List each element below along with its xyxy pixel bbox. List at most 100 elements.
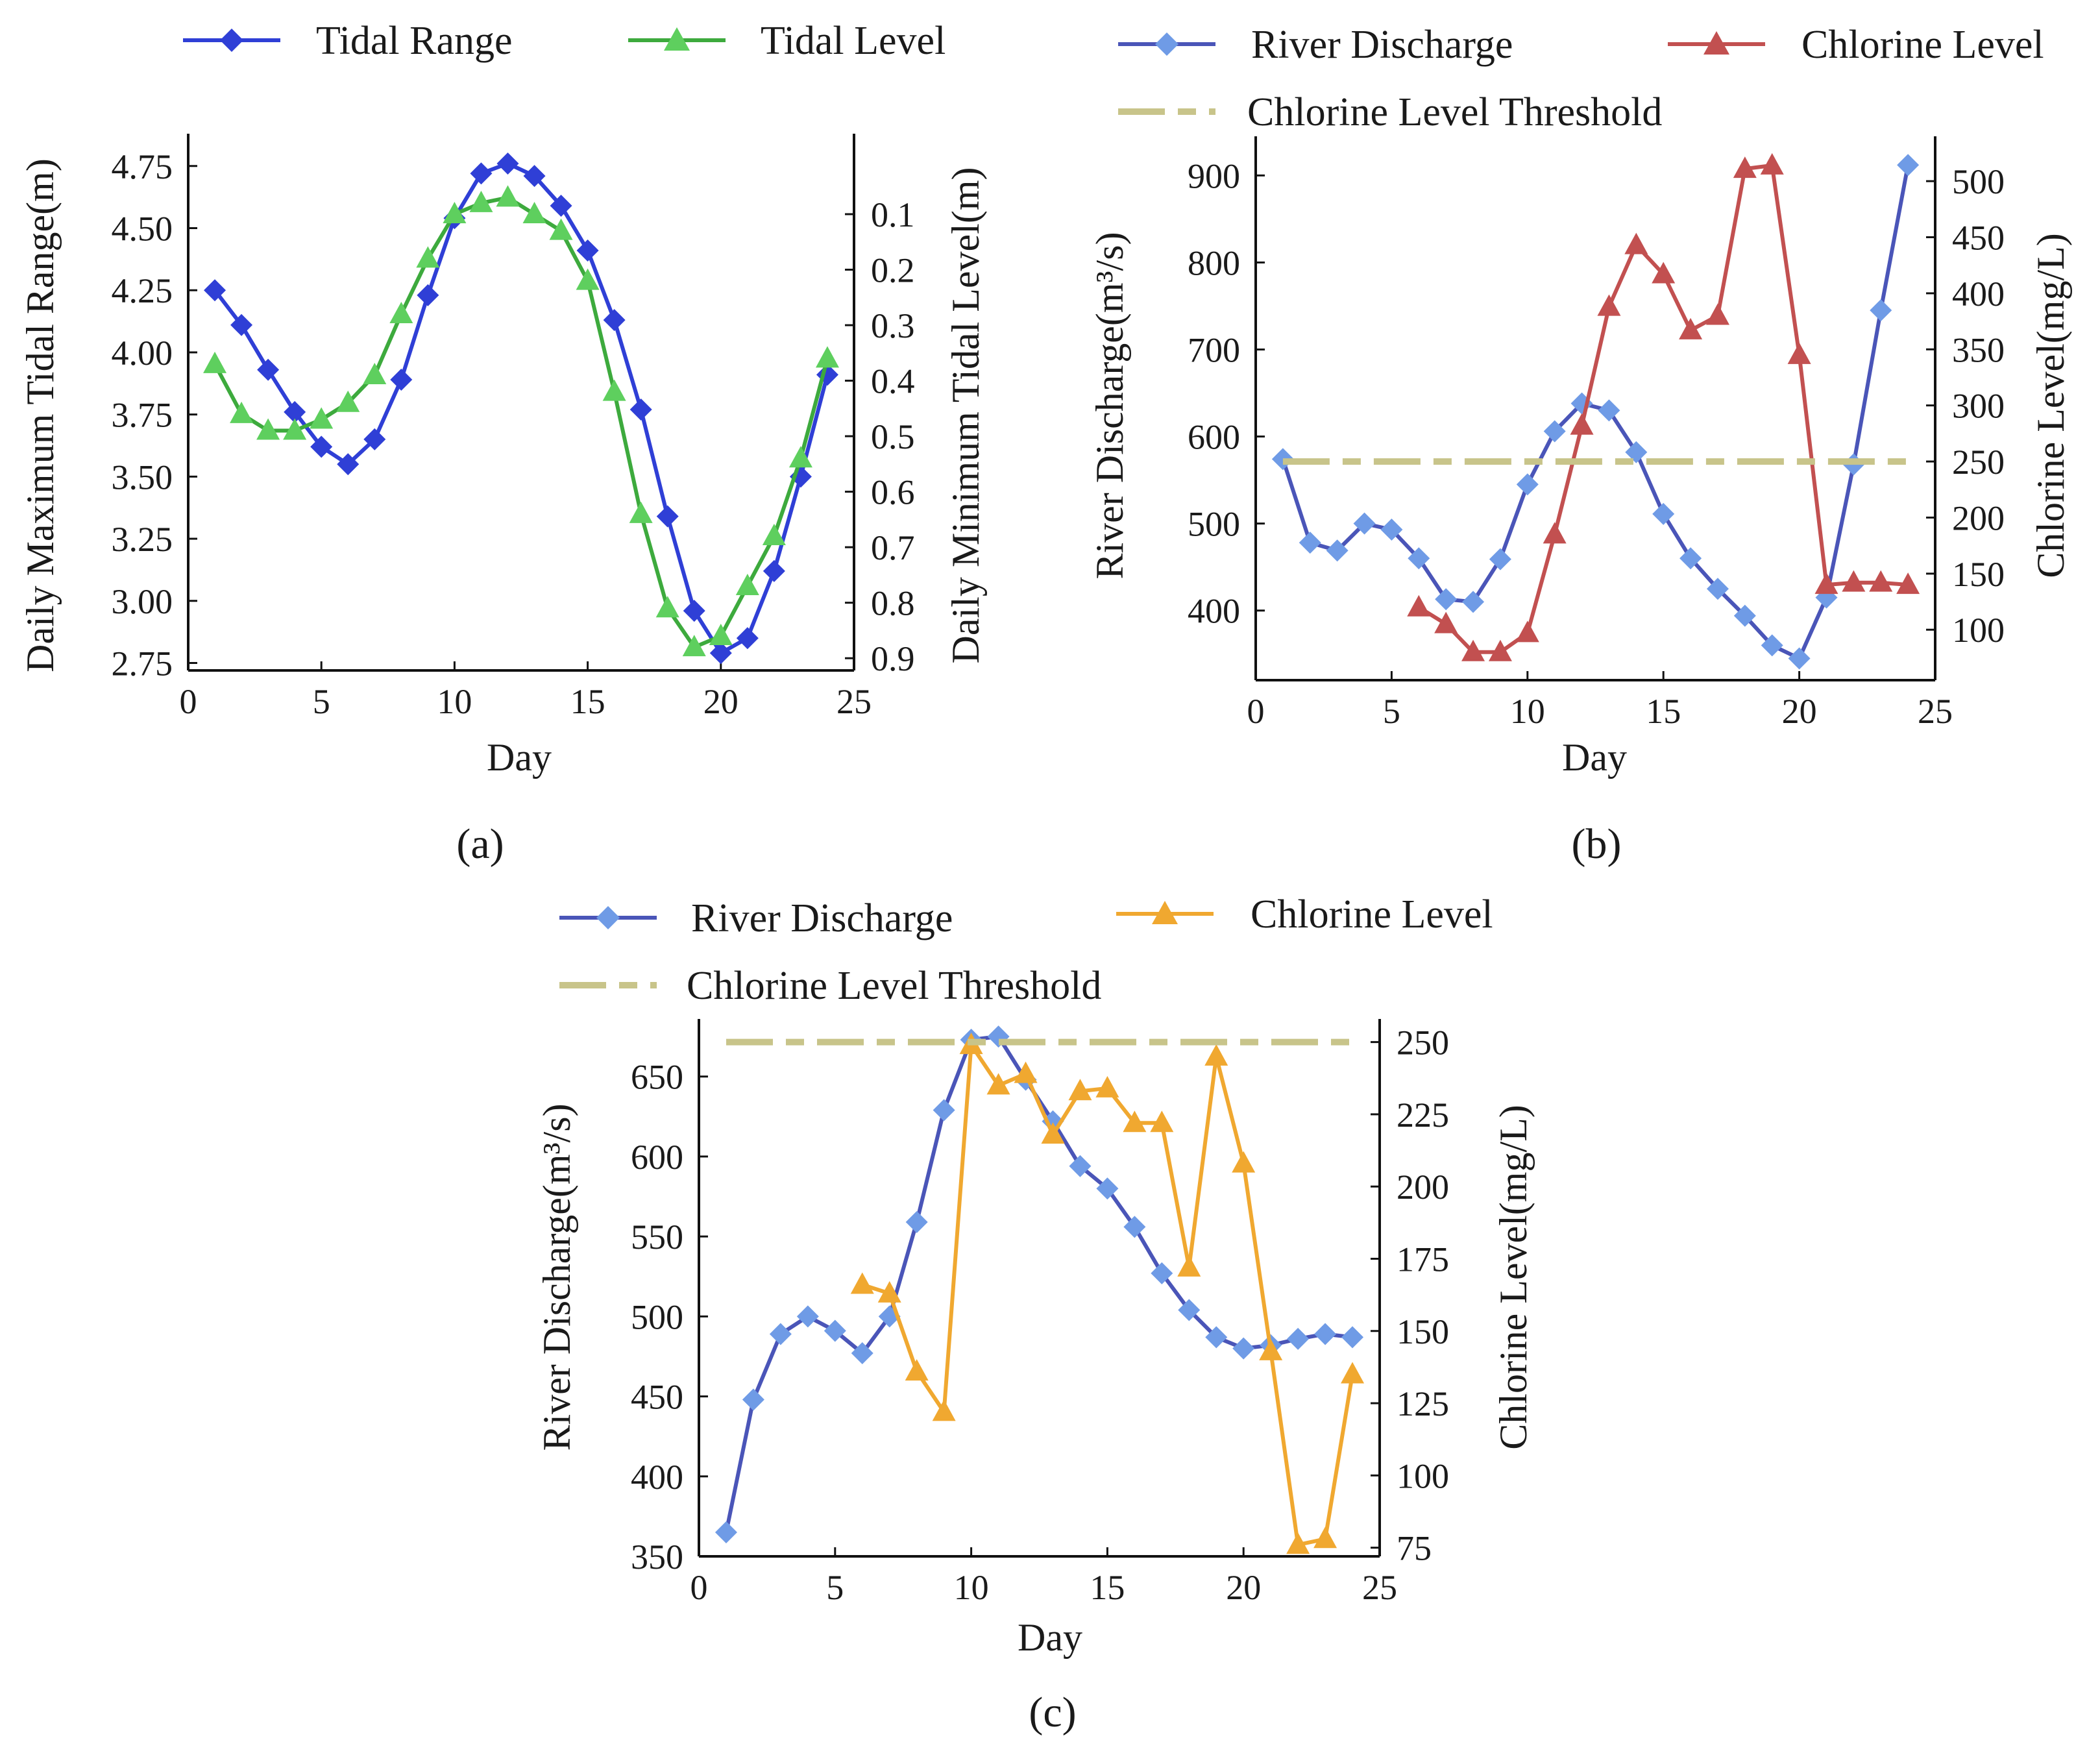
chlorine-level-point bbox=[1123, 1110, 1147, 1133]
y2-tick-label: 0.7 bbox=[871, 528, 915, 567]
panel-c-xlabel: Day bbox=[1018, 1616, 1082, 1659]
tidal-range-point bbox=[310, 435, 333, 458]
chlorine-level-point bbox=[877, 1281, 901, 1303]
panel-c-label: (c) bbox=[1029, 1689, 1076, 1736]
legend-label: Tidal Level bbox=[761, 19, 946, 63]
legend-diamond-icon bbox=[1155, 32, 1178, 56]
y2-tick-label: 125 bbox=[1397, 1384, 1449, 1423]
panel-a-ylabel: Daily Maximum Tidal Range(m) bbox=[19, 158, 62, 672]
tidal-level-point bbox=[416, 246, 440, 268]
y2-tick-label: 400 bbox=[1952, 275, 2005, 313]
x-tick-label: 5 bbox=[1383, 692, 1400, 731]
panel-c-legend-river-discharge: River Discharge bbox=[559, 896, 953, 940]
chlorine-level-point bbox=[850, 1272, 874, 1294]
river-discharge-point bbox=[824, 1319, 846, 1342]
y2-tick-label: 300 bbox=[1952, 387, 2005, 426]
tidal-range-line bbox=[213, 161, 829, 656]
legend-diamond-icon bbox=[596, 906, 620, 929]
tidal-range-point bbox=[683, 600, 705, 622]
chlorine-level-point bbox=[1869, 570, 1893, 592]
x-tick-label: 25 bbox=[836, 682, 872, 721]
panel-b: 0 5 10 15 20 25 400 500 600 700 800 900 100 150 200 250… bbox=[1088, 23, 2072, 868]
panel-c-y2label: Chlorine Level(mg/L) bbox=[1492, 1105, 1535, 1450]
y-tick-label: 500 bbox=[631, 1297, 683, 1336]
legend-label: Tidal Range bbox=[316, 19, 513, 63]
river-discharge-point bbox=[1788, 647, 1811, 670]
x-tick-label: 15 bbox=[570, 682, 605, 721]
panel-b-legend-river-discharge: River Discharge bbox=[1118, 23, 1513, 67]
river-discharge-point bbox=[1287, 1327, 1310, 1350]
river-discharge-point bbox=[851, 1342, 873, 1365]
tidal-range-point bbox=[496, 152, 519, 175]
panel-c-legend-threshold: Chlorine Level Threshold bbox=[559, 964, 1101, 1008]
tidal-range-point bbox=[709, 642, 732, 665]
y2-tick-label: 150 bbox=[1397, 1312, 1449, 1351]
y2-tick-label: 200 bbox=[1952, 498, 2005, 537]
river-discharge-point bbox=[1435, 588, 1458, 611]
legend-triangle-icon bbox=[664, 27, 690, 51]
legend-label: Chlorine Level Threshold bbox=[1247, 90, 1662, 134]
chlorine-level-point bbox=[1434, 611, 1458, 633]
y-tick-label: 500 bbox=[1188, 505, 1240, 544]
x-tick-label: 20 bbox=[1782, 692, 1817, 731]
legend-label: Chlorine Level bbox=[1801, 23, 2044, 67]
panel-a-label: (a) bbox=[456, 820, 504, 868]
y-tick-label: 800 bbox=[1188, 243, 1240, 282]
tidal-range-point bbox=[337, 453, 360, 476]
tidal-level-line bbox=[213, 195, 829, 650]
tidal-level-point bbox=[256, 418, 280, 440]
tidal-level-point bbox=[576, 268, 600, 290]
chlorine-level-point bbox=[1814, 572, 1838, 595]
y-tick-label: 900 bbox=[1188, 156, 1240, 195]
legend-label: River Discharge bbox=[1251, 23, 1513, 67]
x-tick-label: 10 bbox=[954, 1568, 989, 1607]
river-discharge-point bbox=[1178, 1299, 1201, 1321]
tidal-range-point bbox=[230, 313, 253, 336]
panel-a: 0 5 10 15 20 25 2.75 3.00 3.25 3.50 3.75 4.00 4.25 4.… bbox=[19, 19, 987, 868]
panel-a-xlabel: Day bbox=[487, 736, 552, 779]
river-discharge-point bbox=[1205, 1326, 1228, 1349]
river-discharge-point bbox=[1462, 591, 1485, 613]
river-discharge-point bbox=[1870, 299, 1892, 322]
tidal-level-point bbox=[735, 574, 759, 596]
legend-label: Chlorine Level bbox=[1251, 892, 1493, 937]
river-discharge-point bbox=[1625, 441, 1648, 463]
river-discharge-point bbox=[1516, 473, 1539, 496]
chlorine-level-point bbox=[1341, 1362, 1365, 1384]
tidal-level-point bbox=[496, 185, 520, 207]
chlorine-level-point bbox=[986, 1073, 1010, 1095]
y-tick-label: 4.25 bbox=[112, 271, 173, 310]
panel-c-plot: 0 5 10 15 20 25 350 400 450 500 550 600 650 75 100 125 1… bbox=[631, 1019, 1449, 1607]
chlorine-level-point bbox=[1313, 1526, 1337, 1549]
chlorine-level-point bbox=[1543, 522, 1567, 544]
x-tick-label: 0 bbox=[1247, 692, 1265, 731]
river-discharge-point bbox=[1897, 154, 1920, 177]
chlorine-level-point bbox=[1679, 317, 1703, 339]
chlorine-level-point bbox=[1488, 639, 1512, 661]
tidal-range-point bbox=[576, 239, 599, 262]
chlorine-level-point bbox=[1896, 572, 1920, 595]
y2-tick-label: 0.1 bbox=[871, 195, 915, 234]
chlorine-level-point bbox=[905, 1359, 929, 1381]
legend-label: River Discharge bbox=[691, 896, 953, 940]
tidal-level-point bbox=[230, 401, 254, 423]
y2-tick-label: 0.9 bbox=[871, 639, 915, 678]
y-tick-label: 3.75 bbox=[112, 396, 173, 435]
y2-tick-label: 0.6 bbox=[871, 473, 915, 512]
x-tick-label: 10 bbox=[1510, 692, 1545, 731]
x-tick-label: 25 bbox=[1362, 1568, 1397, 1607]
y-tick-label: 700 bbox=[1188, 330, 1240, 369]
tidal-level-point bbox=[389, 301, 413, 323]
y2-tick-label: 75 bbox=[1397, 1529, 1432, 1568]
tidal-range-point bbox=[550, 195, 572, 217]
river-discharge-point bbox=[1314, 1323, 1337, 1345]
tidal-level-point bbox=[549, 218, 573, 240]
river-discharge-point bbox=[1151, 1262, 1173, 1284]
tidal-range-point bbox=[284, 400, 306, 423]
x-tick-label: 5 bbox=[826, 1568, 844, 1607]
tidal-range-point bbox=[363, 428, 386, 450]
chlorine-level-point bbox=[1150, 1110, 1174, 1133]
chlorine-level-point bbox=[1570, 413, 1594, 435]
chlorine-level-point bbox=[1461, 639, 1485, 661]
legend-triangle-icon bbox=[1152, 901, 1178, 924]
